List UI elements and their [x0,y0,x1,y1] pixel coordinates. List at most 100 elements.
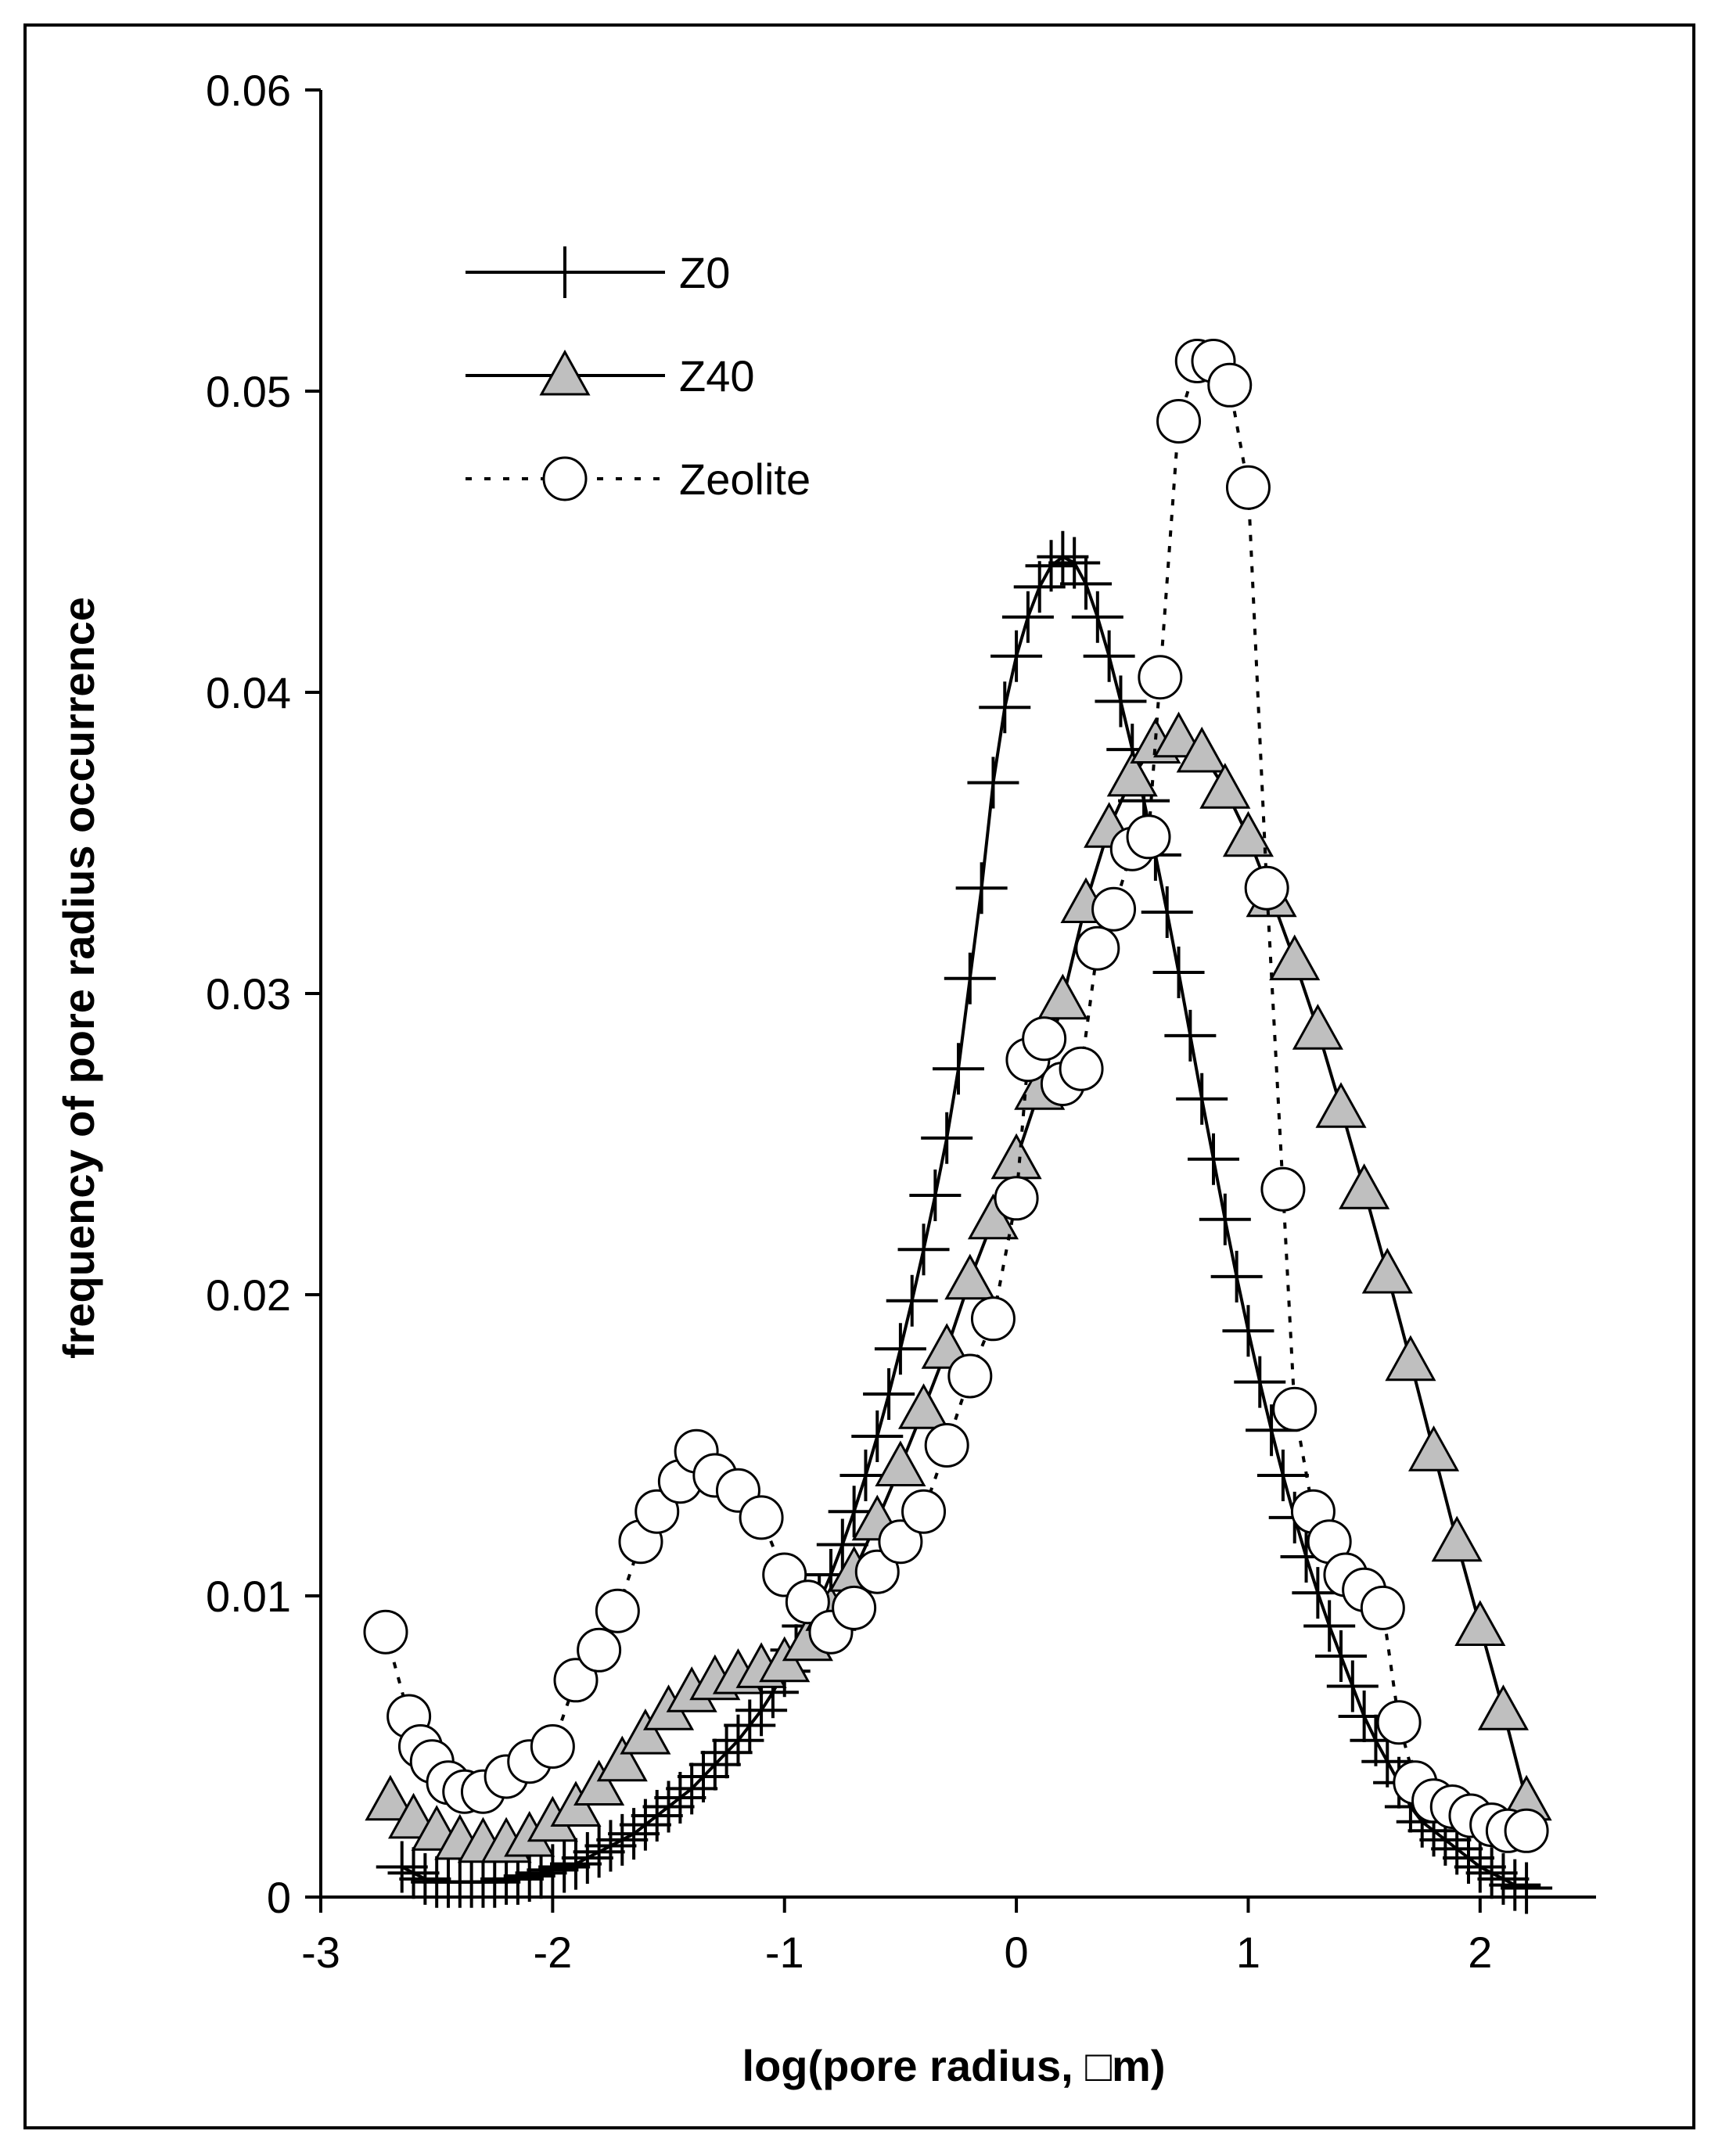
z0-point [1454,1841,1506,1893]
y-tick-label: 0.06 [206,66,291,115]
axes: 0 0.01 0.02 0.03 0.04 0.05 0.06 -3 -2 -1 0 1 2 [206,66,1596,1977]
z0-point [955,862,1008,915]
z0-point [666,1763,718,1815]
zeolite-point [635,1489,680,1534]
zeolite-point [1504,1808,1549,1853]
zeolite-point [1244,865,1289,911]
z0-point [712,1714,764,1766]
z0-point [1001,591,1054,643]
x-tick-label: 2 [1468,1928,1492,1977]
series-z0 [376,530,1553,1914]
zeolite-point [1225,465,1271,510]
z40-point [875,1440,926,1486]
z0-point [1210,1250,1263,1303]
zeolite-point [1075,925,1120,971]
z40-point [990,1133,1042,1180]
zeolite-point [970,1296,1016,1342]
z0-point [1141,886,1193,939]
y-axis-title: frequency of pore radius occurrence [54,597,103,1359]
z0-point [816,1518,868,1571]
z40-point [1199,763,1251,809]
z0-point [1164,1009,1217,1062]
z40-point [1176,726,1228,773]
zeolite-point [1091,886,1137,932]
z40-point [1431,1515,1483,1562]
legend-label: Z40 [679,351,755,401]
z0-point [538,1841,591,1893]
z0-point [863,1368,915,1421]
x-tick-label: 0 [1005,1928,1029,1977]
z0-point [1489,1859,1541,1911]
z0-point [387,1847,440,1899]
z40-point [944,1253,996,1300]
z0-point [1222,1305,1274,1357]
z0-point [573,1826,625,1878]
z0-point [1013,561,1066,613]
z0-point [979,681,1031,734]
z0-point [1501,1862,1553,1914]
legend-marker [539,246,591,298]
z0-point [700,1727,753,1779]
z0-point [921,1112,973,1164]
z0-point [1176,1073,1228,1125]
zeolite-point [577,1627,622,1673]
zeolite-point [878,1519,923,1565]
z0-point [851,1410,904,1462]
zeolite-point [530,1724,575,1769]
zeolite-point [947,1353,993,1399]
zeolite-point [1138,655,1183,700]
y-tick-label: 0.01 [206,1572,291,1621]
y-tick-label: 0.02 [206,1270,291,1320]
z0-point [561,1831,613,1884]
z0-point [1152,947,1205,999]
z0-point [1465,1847,1518,1899]
x-axis-title: log(pore radius, □m) [742,2041,1166,2090]
legend: Z0 Z40 Zeolite [466,246,811,504]
legend-label: Z0 [679,248,730,297]
zeolite-point [1360,1585,1405,1630]
z0-point [897,1224,950,1276]
z0-point [1083,630,1135,682]
zeolite-point [1260,1166,1306,1212]
zeolite-point [924,1423,969,1468]
series-z40 [365,711,1552,1863]
z0-point [1199,1193,1251,1245]
zeolite-point [1376,1700,1422,1745]
zeolite-point [901,1489,947,1534]
z0-point [1443,1831,1494,1884]
z40-point [596,1735,648,1782]
z0-point [933,1043,984,1095]
zeolite-point [994,1176,1039,1221]
zeolite-point [1272,1386,1318,1432]
z0-point [550,1838,602,1890]
z40-point [1407,1425,1460,1471]
z0-point [1060,558,1112,610]
z0-point [909,1169,962,1221]
y-tick-label: 0.05 [206,367,291,416]
z40-point [1037,973,1088,1020]
z0-point [724,1699,776,1752]
z0-point [1071,591,1123,643]
zeolite-point [553,1658,599,1703]
z0-point [1315,1630,1367,1682]
x-tick-label: 1 [1236,1928,1260,1977]
zeolite-point [595,1588,640,1633]
legend-entry-z40: Z40 [466,349,755,401]
z40-point [365,1774,416,1821]
legend-marker [542,456,588,501]
zeolite-point [1059,1046,1104,1091]
z40-point [573,1759,625,1806]
z0-point [596,1813,649,1866]
z0-point [1095,675,1147,728]
x-tick-label: -2 [533,1928,572,1977]
z40-point [1152,711,1205,758]
z40-point [1315,1082,1367,1128]
zeolite-point [1207,362,1253,408]
z40-point [1222,810,1274,857]
z0-point [1477,1852,1530,1905]
zeolite-point [1126,814,1171,860]
z0-point [1361,1735,1414,1788]
z40-point [1106,750,1158,797]
z0-point [584,1820,637,1872]
